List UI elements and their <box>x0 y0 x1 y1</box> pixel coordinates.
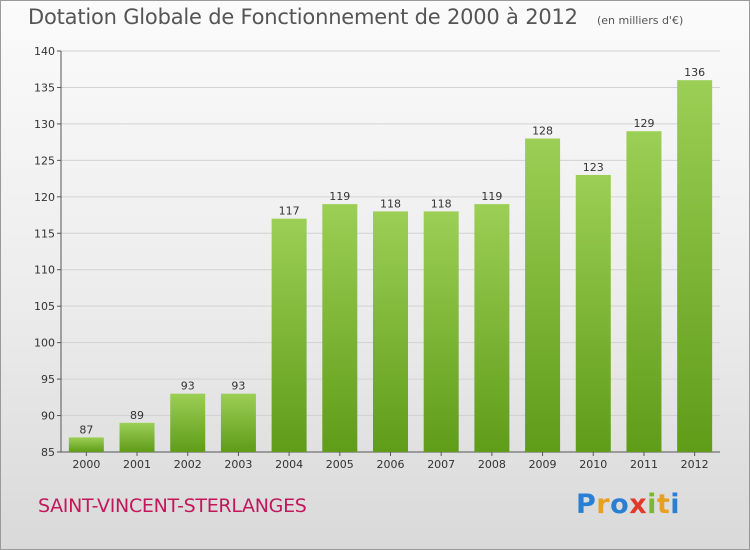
y-tick-label: 120 <box>34 191 55 204</box>
bar-value-label: 87 <box>79 423 93 436</box>
logo-letter: t <box>656 489 671 520</box>
bar-value-label: 136 <box>684 66 705 79</box>
y-tick-label: 85 <box>41 446 55 459</box>
x-tick-label: 2001 <box>123 458 151 471</box>
x-tick-label: 2007 <box>427 458 455 471</box>
logo-letter: o <box>610 489 630 520</box>
bar <box>525 138 561 452</box>
y-tick-label: 100 <box>34 337 55 350</box>
y-tick-label: 125 <box>34 154 55 167</box>
bar-value-label: 119 <box>329 190 350 203</box>
bar-value-label: 117 <box>279 205 300 218</box>
y-tick-label: 130 <box>34 118 55 131</box>
bar <box>575 174 611 453</box>
x-tick-label: 2005 <box>326 458 354 471</box>
y-tick-label: 95 <box>41 373 55 386</box>
y-tick-label: 110 <box>34 264 55 277</box>
bar <box>474 204 510 452</box>
unit-note: (en milliers d'€) <box>596 14 684 27</box>
x-tick-label: 2012 <box>681 458 709 471</box>
logo-letter: r <box>596 489 611 520</box>
bar-value-label: 118 <box>380 197 401 210</box>
bar-value-label: 93 <box>231 380 245 393</box>
x-tick-label: 2006 <box>377 458 405 471</box>
bar-value-label: 89 <box>130 409 144 422</box>
bar <box>322 204 358 452</box>
bar <box>170 393 206 452</box>
bar-value-label: 128 <box>532 124 553 137</box>
y-tick-label: 90 <box>41 410 55 423</box>
x-tick-label: 2003 <box>224 458 252 471</box>
x-tick-label: 2010 <box>579 458 607 471</box>
bar-value-label: 129 <box>633 117 654 130</box>
bar <box>220 393 256 452</box>
bar-value-label: 93 <box>181 380 195 393</box>
x-tick-label: 2000 <box>72 458 100 471</box>
bar-value-label: 118 <box>431 197 452 210</box>
bar <box>68 437 104 452</box>
x-tick-label: 2008 <box>478 458 506 471</box>
x-tick-label: 2011 <box>630 458 658 471</box>
chart-title: Dotation Globale de Fonctionnement de 20… <box>28 5 578 29</box>
x-tick-label: 2002 <box>174 458 202 471</box>
logo-letter: i <box>647 489 657 520</box>
title-row: Dotation Globale de Fonctionnement de 20… <box>28 5 683 29</box>
bar-value-label: 119 <box>481 190 502 203</box>
x-tick-label: 2009 <box>529 458 557 471</box>
proxiti-logo: Proxiti <box>576 489 680 520</box>
y-tick-label: 140 <box>34 45 55 58</box>
y-tick-label: 115 <box>34 227 55 240</box>
bar <box>373 211 408 452</box>
logo-letter: P <box>576 489 597 520</box>
y-tick-label: 135 <box>34 81 55 94</box>
bar-value-label: 123 <box>583 161 604 174</box>
y-tick-label: 105 <box>34 300 55 313</box>
bar <box>423 211 459 452</box>
logo-letter: i <box>670 489 681 520</box>
bar <box>677 80 713 452</box>
bar <box>626 131 662 452</box>
bar <box>119 422 155 452</box>
commune-name: SAINT-VINCENT-STERLANGES <box>38 495 307 517</box>
logo-letter: x <box>629 489 648 520</box>
bar <box>271 218 307 452</box>
x-tick-label: 2004 <box>275 458 303 471</box>
